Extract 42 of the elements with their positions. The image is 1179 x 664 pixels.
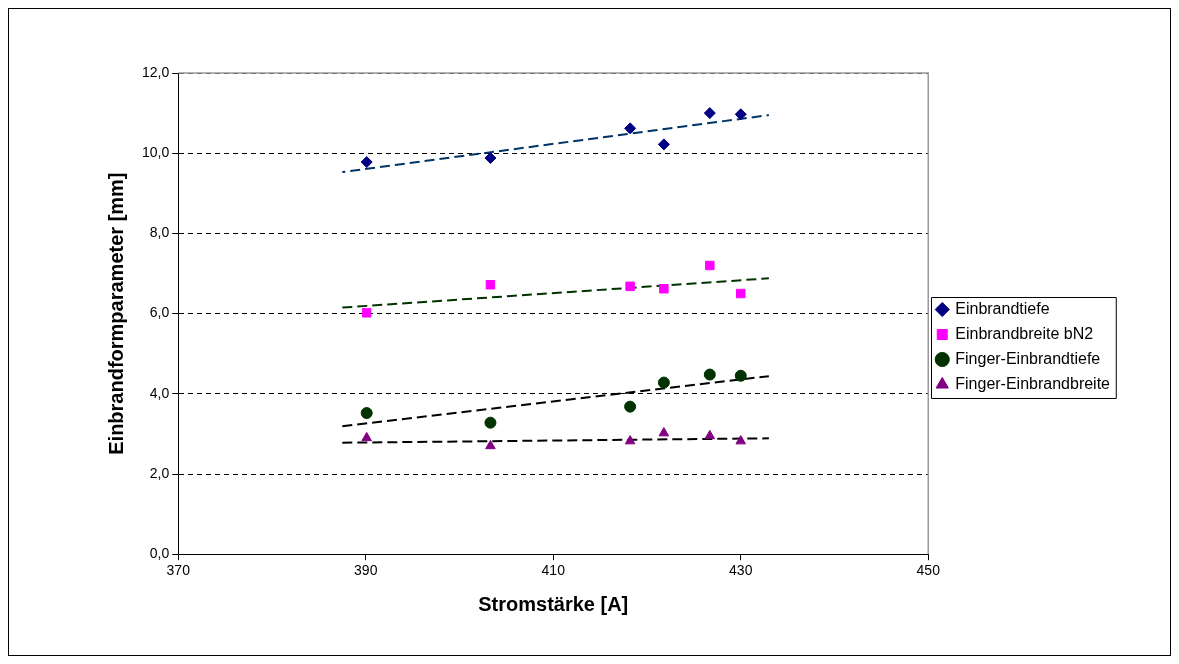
y-tick-label: 6,0 bbox=[149, 304, 170, 321]
y-tick-label: 0,0 bbox=[149, 545, 170, 562]
point bbox=[484, 416, 497, 429]
point bbox=[703, 368, 716, 381]
x-tick-label: 450 bbox=[916, 562, 941, 579]
y-tick-label: 12,0 bbox=[142, 63, 170, 80]
legend-label: Finger-Einbrandtiefe bbox=[955, 349, 1101, 367]
legend-label: Einbrandbreite bN2 bbox=[955, 324, 1094, 342]
point bbox=[736, 288, 746, 299]
point bbox=[360, 156, 373, 169]
point bbox=[703, 107, 716, 120]
y-tick-label: 10,0 bbox=[142, 144, 170, 161]
point bbox=[485, 439, 496, 450]
x-tick-label: 410 bbox=[541, 562, 566, 579]
point bbox=[485, 279, 496, 290]
x-axis-title: Stromstärke [A] bbox=[478, 592, 629, 615]
point bbox=[705, 260, 715, 271]
x-tick-label: 390 bbox=[354, 562, 378, 579]
point bbox=[360, 407, 373, 420]
point bbox=[624, 400, 637, 413]
point bbox=[657, 376, 670, 389]
y-tick-label: 2,0 bbox=[149, 464, 170, 481]
y-tick-label: 4,0 bbox=[149, 384, 170, 401]
point bbox=[624, 122, 637, 135]
point bbox=[361, 431, 372, 442]
point bbox=[734, 369, 747, 382]
point bbox=[484, 152, 497, 165]
point bbox=[659, 284, 669, 294]
legend-label: Finger-Einbrandbreite bbox=[955, 374, 1111, 392]
point bbox=[361, 308, 372, 318]
point bbox=[735, 435, 747, 445]
legend-label: Einbrandtiefe bbox=[955, 299, 1050, 317]
x-tick-label: 370 bbox=[166, 562, 191, 579]
point bbox=[625, 281, 635, 292]
point bbox=[734, 108, 747, 121]
point bbox=[657, 138, 670, 151]
x-tick-label: 430 bbox=[729, 562, 753, 579]
y-tick-label: 8,0 bbox=[149, 224, 170, 241]
point bbox=[704, 429, 716, 440]
y-axis-title: Einbrandformparameter [mm] bbox=[104, 172, 127, 455]
point bbox=[624, 435, 636, 445]
point bbox=[658, 427, 670, 437]
